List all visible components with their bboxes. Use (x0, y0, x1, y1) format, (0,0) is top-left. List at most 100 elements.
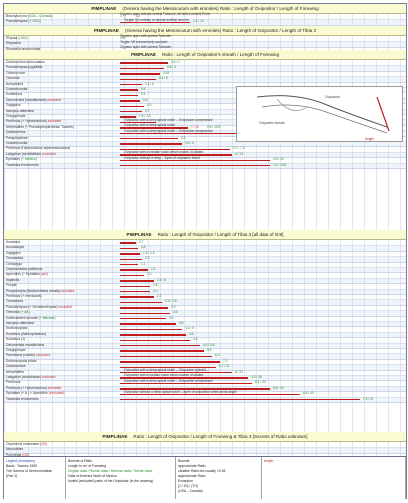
genus-name: Acropimpla (6, 82, 23, 87)
section-title: PIMPLINAE (91, 6, 117, 11)
table-row: Theronia (+ alt.) 3.5 (4, 310, 406, 317)
table-row: Dodecamera arcuata (+ atticans) 3.0 (4, 316, 406, 322)
legend-line: [1 / 10] / (TO) (178, 484, 199, 488)
genus-name: Delomerista (mandibularis) excluded (6, 98, 61, 103)
ratio-value: 4 / 13 (235, 151, 243, 156)
section-header: PIMPLINAE Ratio : Length of Ovipositor / … (4, 230, 406, 240)
table-row: Pimpla 1.8 (4, 283, 406, 290)
ratio-bar (120, 366, 216, 368)
ratio-bar (120, 137, 178, 140)
ratio-value: 7.0 (223, 358, 228, 363)
genus-name: Sciatrenus (6, 92, 22, 97)
genus-name: Iseropus alternator (6, 321, 34, 326)
ratio-bar (120, 67, 164, 70)
ratio-bar (120, 253, 140, 255)
section-ratio: Ratio : Length of Ovipositor / Length of… (133, 434, 308, 439)
genus-label: Pimpla (6, 283, 17, 288)
legend-line: Legend (examples) (6, 459, 36, 463)
genus-name: Afrephialtes (6, 370, 24, 375)
genus-name: Iseropus alternator (6, 109, 34, 114)
genus-label: Lakyptron (strobiliellae) (6, 375, 42, 379)
ratio-value: 2.0 (153, 288, 158, 293)
ratio-bar (120, 334, 186, 336)
ratio-bar (120, 290, 150, 293)
row-note: Ovipositor without a deep apical notch –… (124, 389, 237, 394)
genus-tag: part) (40, 272, 48, 277)
genus-label: Theronia (6, 310, 21, 315)
genus-label: Iseropus alternator (6, 108, 35, 113)
genus-tag: (USA) (18, 36, 28, 40)
row-note: Ovipositor with a deep apical notch (124, 123, 176, 128)
table-row: Acropimpla 0.4 / 6 (4, 82, 406, 88)
table-row: Rhyssa (USA) Clypeus apex with central Tu… (4, 34, 406, 43)
ratio-bar (120, 307, 168, 309)
ratio-bar (120, 247, 138, 250)
genus-label: Perithous (Hybomischos septemcinctorius) (6, 146, 71, 151)
genus-tag: excluded (47, 385, 62, 390)
genus-name: Zaglyptus (6, 103, 21, 108)
ratio-value: 0.63 (163, 70, 170, 75)
genus-name: Ephialtes (+ A.) × Apechthis (excluded) (6, 391, 64, 396)
table-row: Gregopimpla 5.9 (4, 348, 406, 355)
table-row: Iseropus alternator 3.8 (4, 321, 406, 328)
genus-label: Scambus (6, 240, 21, 244)
table-row: Pimplocrepis (Beckerveldea ornata) exclu… (4, 288, 406, 295)
genus-name: Itoplectis (6, 278, 19, 283)
ratio-value: 7.5 / 57 (363, 396, 374, 401)
ratio-bar (120, 323, 176, 325)
figure-label: Ovipositor sheath (259, 121, 285, 125)
genus-name: Ephialtes (+ Mexico) (6, 157, 37, 162)
ratio-bar (120, 355, 212, 358)
ratio-value: 0.6 (141, 87, 146, 91)
genus-label: Scambus (1) (6, 337, 26, 342)
row-note: Tergite 3/5 transversely sculpted (120, 39, 168, 44)
ratio-bar (120, 242, 136, 244)
table-row: Delomerista mandibularis 4.0 / 5.6 (4, 342, 406, 349)
table-row: Townesia tenuiventris 7.6 / 13.8 (4, 162, 406, 169)
genus-name: Tromatobia (6, 299, 23, 304)
table-row: Pseudorhyssa (+ Nomberorhyssa) excluded 3… (4, 305, 406, 312)
section-ratio: Ratio : Length of Ovipositor / Length of… (157, 232, 284, 237)
table-row: Ephialtes (+ Mexico) Ovipositor without a… (4, 156, 406, 164)
table-row: Apechthis (+ Ephialtes part) 2.0 (4, 272, 406, 279)
ratio-bar (120, 377, 248, 379)
ratio-value: 0.7 (139, 240, 144, 244)
ratio-bar (120, 94, 138, 97)
ratio-value: 1.6 / 2.6 (143, 250, 155, 255)
ratio-value: 0.5 (143, 97, 148, 102)
ratio-value: 7.6 / 13.8 (273, 162, 287, 167)
genus-tag: excluded (47, 119, 62, 124)
ratio-value: 0.6 / 1 (171, 60, 180, 64)
ratio-value: 1.8 (153, 283, 158, 288)
genus-tag: (+ USA) (28, 19, 41, 24)
genus-name: Theronia (+ alt.) (6, 310, 30, 315)
section-title: PIMPLINAE (102, 434, 128, 439)
genus-name: Rhyssella approximata (6, 47, 40, 52)
ratio-value: 0.5 (141, 92, 146, 97)
genus-label: Perithous (6, 380, 21, 385)
genus-name: Clistopyga (6, 262, 22, 267)
ratio-bar (120, 393, 300, 395)
ratio-bar (120, 317, 166, 320)
genus-label: Dolichomitus (6, 130, 26, 135)
genus-label: Pimplocrepis (Beckerveldea ornata) (6, 288, 61, 293)
genus-label: Ephialtes (+ A.) × Apechthis (6, 391, 49, 396)
ratio-bar (120, 301, 162, 304)
legend-line: The Genera of Ichneumonidae (6, 469, 52, 473)
table-row: Dolichomitus 6.7 / 21 (4, 364, 406, 371)
genus-label: Dolichomitus tuberculatus (6, 60, 45, 64)
ratio-value: 1.4 / 10 (193, 19, 204, 24)
genus-label: Rhyssella (6, 41, 21, 46)
table-row: Parapimplinae 2.5 (4, 136, 406, 142)
genus-name: Theronia (6, 76, 19, 81)
table-row: Oxyrrhexis carbonator (GII) (4, 442, 406, 449)
genus-name: Gravenhorstia (6, 141, 27, 146)
ratio-value: 4.6 / 15 (273, 157, 284, 162)
genus-label: Brachycoryna (6, 14, 28, 18)
ratio-bar (120, 371, 232, 374)
legend-line: approximate Ratio (178, 464, 206, 468)
ratio-value: 6.7 / 21 (219, 364, 230, 369)
genus-label: Zaglyptus (6, 103, 21, 108)
genus-name: Pseudorhyssa (+ USA) (6, 19, 41, 24)
genus-name: Townesia tenuiventris (6, 163, 38, 168)
